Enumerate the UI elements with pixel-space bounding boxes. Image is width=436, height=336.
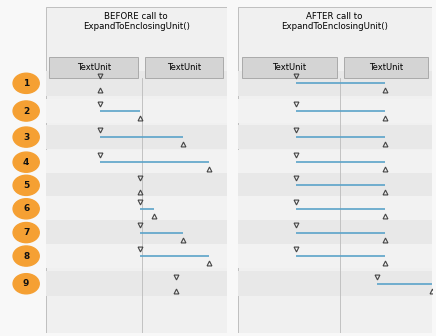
Text: TextUnit: TextUnit xyxy=(272,63,306,72)
Text: 2: 2 xyxy=(23,107,29,116)
Text: 1: 1 xyxy=(23,79,29,88)
Bar xyxy=(238,244,432,268)
FancyBboxPatch shape xyxy=(49,57,138,78)
Text: AFTER call to
ExpandToEnclosingUnit(): AFTER call to ExpandToEnclosingUnit() xyxy=(281,12,388,31)
Bar xyxy=(46,71,227,96)
Bar xyxy=(46,150,227,175)
Bar xyxy=(238,173,432,198)
Text: 7: 7 xyxy=(23,228,29,237)
Text: BEFORE call to
ExpandToEnclosingUnit(): BEFORE call to ExpandToEnclosingUnit() xyxy=(83,12,190,31)
Bar xyxy=(46,197,227,221)
Text: 5: 5 xyxy=(23,181,29,190)
FancyBboxPatch shape xyxy=(145,57,223,78)
FancyBboxPatch shape xyxy=(344,57,428,78)
Bar xyxy=(46,99,227,123)
Text: 6: 6 xyxy=(23,204,29,213)
Bar xyxy=(46,125,227,150)
FancyBboxPatch shape xyxy=(238,7,432,333)
Text: TextUnit: TextUnit xyxy=(369,63,403,72)
Text: 4: 4 xyxy=(23,158,29,167)
Text: 9: 9 xyxy=(23,279,29,288)
Bar xyxy=(238,71,432,96)
Text: 3: 3 xyxy=(23,133,29,141)
Bar xyxy=(46,271,227,296)
Bar xyxy=(238,99,432,123)
Bar xyxy=(46,220,227,245)
Text: TextUnit: TextUnit xyxy=(167,63,201,72)
Bar xyxy=(238,271,432,296)
Bar xyxy=(238,125,432,150)
Bar xyxy=(238,220,432,245)
Bar xyxy=(46,244,227,268)
FancyBboxPatch shape xyxy=(46,7,227,333)
Text: TextUnit: TextUnit xyxy=(77,63,111,72)
Bar xyxy=(46,173,227,198)
Text: 8: 8 xyxy=(23,252,29,260)
Bar xyxy=(238,150,432,175)
Bar xyxy=(238,197,432,221)
FancyBboxPatch shape xyxy=(242,57,337,78)
